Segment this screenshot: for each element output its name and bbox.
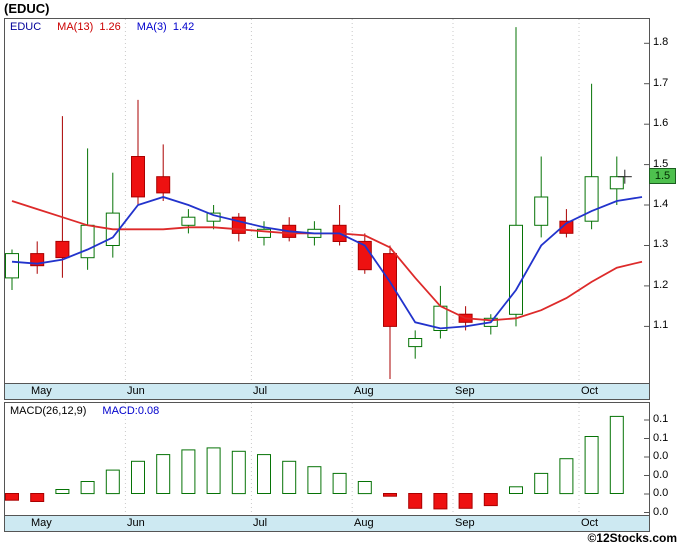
macd-x-axis-band: May Jun Jul Aug Sep Oct bbox=[5, 515, 649, 531]
symbol-label: EDUC bbox=[10, 21, 42, 33]
macd-y-axis-label: 0.0 bbox=[653, 450, 669, 462]
copyright-link[interactable]: ©12Stocks.com bbox=[587, 531, 677, 545]
macd-legend: MACD(26,12,9) MACD:0.08 bbox=[10, 405, 159, 417]
page-title: (EDUC) bbox=[4, 1, 50, 16]
x-axis-label-jun: Jun bbox=[127, 517, 145, 529]
x-axis-label-sep: Sep bbox=[455, 385, 475, 397]
ma13-value: 1.26 bbox=[99, 21, 121, 33]
main-y-axis-label: 1.4 bbox=[653, 198, 669, 210]
ma3-legend: MA(3) 1.42 bbox=[137, 21, 195, 33]
x-axis-label-oct: Oct bbox=[581, 517, 599, 529]
x-axis-label-may: May bbox=[31, 517, 52, 529]
ma3-value: 1.42 bbox=[172, 21, 195, 33]
main-chart: EDUC MA(13) 1.26 MA(3) 1.42 May Jun Jul Aug… bbox=[4, 18, 650, 400]
macd-y-axis-label: 0.1 bbox=[653, 432, 669, 444]
x-axis-label-may: May bbox=[31, 385, 52, 397]
x-axis-label-jul: Jul bbox=[253, 385, 268, 397]
x-axis-label-sep: Sep bbox=[455, 517, 475, 529]
macd-chart: MACD(26,12,9) MACD:0.08 May Jun Jul Aug Sep O… bbox=[4, 402, 650, 532]
x-axis-label-oct: Oct bbox=[581, 385, 599, 397]
main-y-axis-label: 1.6 bbox=[653, 117, 669, 129]
x-axis-label-aug: Aug bbox=[354, 385, 374, 397]
main-y-axis-label: 1.7 bbox=[653, 77, 669, 89]
ma13-legend: MA(13) 1.26 bbox=[57, 21, 121, 33]
main-y-axis-label: 1.2 bbox=[653, 279, 669, 291]
last-price-badge: 1.5 bbox=[649, 168, 676, 184]
x-axis-label-jul: Jul bbox=[253, 517, 268, 529]
main-chart-legend: EDUC MA(13) 1.26 MA(3) 1.42 bbox=[10, 21, 194, 33]
macd-y-axis-label: 0.1 bbox=[653, 413, 669, 425]
x-axis-label-jun: Jun bbox=[127, 385, 145, 397]
x-axis-label-aug: Aug bbox=[354, 517, 374, 529]
main-y-axis-label: 1.8 bbox=[653, 36, 669, 48]
macd-label: MACD(26,12,9) bbox=[10, 405, 87, 417]
macd-y-axis-label: 0.0 bbox=[653, 469, 669, 481]
candlestick-plot bbox=[5, 19, 649, 383]
main-y-axis-label: 1.1 bbox=[653, 319, 669, 331]
main-y-axis-label: 1.3 bbox=[653, 238, 669, 250]
macd-histogram-plot bbox=[5, 403, 649, 515]
macd-y-axis-label: 0.0 bbox=[653, 506, 669, 518]
macd-y-axis-label: 0.0 bbox=[653, 487, 669, 499]
main-x-axis-band: May Jun Jul Aug Sep Oct bbox=[5, 383, 649, 399]
ma3-label: MA(3) bbox=[136, 21, 167, 33]
macd-value: MACD:0.08 bbox=[102, 405, 160, 417]
ma13-label: MA(13) bbox=[57, 21, 94, 33]
main-y-axis-label: 1.5 bbox=[653, 158, 669, 170]
